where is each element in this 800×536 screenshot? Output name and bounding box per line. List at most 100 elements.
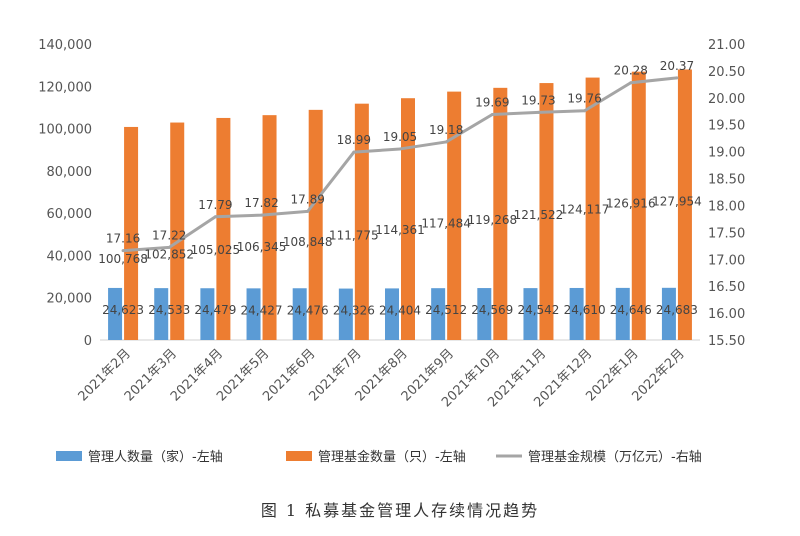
bar-managers <box>292 288 307 340</box>
label-managers: 24,610 <box>564 303 606 317</box>
label-managers: 24,533 <box>148 303 190 317</box>
bar-funds <box>216 117 231 340</box>
figure-caption: 图 1 私募基金管理人存续情况趋势 <box>261 501 539 520</box>
left-axis: 0 20,000 40,000 60,000 80,000 100,000 120,000 1… <box>38 38 92 349</box>
right-tick-label: 16.00 <box>708 307 745 322</box>
left-tick-label: 80,000 <box>47 165 93 180</box>
bar-managers <box>200 288 215 340</box>
left-tick-label: 0 <box>84 334 92 349</box>
left-tick-label: 140,000 <box>38 38 92 53</box>
label-funds: 100,768 <box>98 252 148 266</box>
legend-swatch <box>56 451 82 461</box>
bar-funds <box>170 122 185 340</box>
left-tick-label: 20,000 <box>47 292 93 307</box>
bar-managers <box>569 287 584 340</box>
bar-managers <box>385 288 399 340</box>
legend-label: 管理基金规模（万亿元）-右轴 <box>528 449 702 465</box>
right-tick-label: 20.50 <box>708 65 745 80</box>
label-funds: 119,268 <box>467 213 517 227</box>
label-scale: 17.16 <box>106 232 140 246</box>
right-tick-label: 18.00 <box>708 199 745 214</box>
legend-swatch <box>286 451 312 461</box>
right-tick-label: 20.00 <box>708 92 745 107</box>
legend-label: 管理人数量（家）-左轴 <box>88 449 223 465</box>
bar-funds <box>631 71 646 340</box>
bar-funds <box>539 83 554 340</box>
scale-line <box>121 76 679 253</box>
label-funds: 126,916 <box>606 197 656 211</box>
x-axis: 2021年2月2021年3月2021年4月2021年5月2021年6月2021年… <box>76 339 700 410</box>
label-scale: 19.05 <box>383 130 417 144</box>
label-funds: 117,484 <box>421 217 471 231</box>
left-tick-label: 100,000 <box>38 123 92 138</box>
bar-funds <box>354 103 369 340</box>
label-scale: 19.69 <box>475 96 509 110</box>
scale-point <box>167 245 171 249</box>
data-labels: 24,623 100,768 17.16 24,533 102,852 17.22 24,4… <box>98 59 701 318</box>
bar-funds <box>447 91 462 340</box>
scale-point <box>121 249 125 253</box>
label-scale: 20.37 <box>660 59 694 73</box>
label-managers: 24,479 <box>194 303 236 317</box>
label-scale: 19.73 <box>521 93 555 107</box>
label-funds: 111,775 <box>329 229 379 243</box>
scale-point <box>260 213 264 217</box>
right-tick-label: 17.50 <box>708 226 745 241</box>
label-scale: 17.82 <box>244 196 278 210</box>
label-managers: 24,427 <box>241 303 283 317</box>
label-managers: 24,512 <box>425 303 467 317</box>
scale-point <box>583 109 587 113</box>
label-managers: 24,542 <box>517 303 559 317</box>
label-scale: 19.18 <box>429 123 463 137</box>
right-tick-label: 18.50 <box>708 173 745 188</box>
scale-point <box>398 147 402 151</box>
scale-point <box>306 209 310 213</box>
label-scale: 17.22 <box>152 228 186 242</box>
label-funds: 121,522 <box>514 208 564 222</box>
bar-funds <box>124 126 139 340</box>
label-managers: 24,476 <box>287 303 329 317</box>
bar-managers <box>154 288 169 340</box>
bar-managers <box>523 288 538 340</box>
bar-managers <box>108 287 123 340</box>
bar-managers <box>477 288 492 340</box>
right-axis: 15.50 16.00 16.50 17.00 17.50 18.00 18.50 19.00… <box>708 38 745 349</box>
bar-funds <box>401 98 415 341</box>
label-funds: 108,848 <box>283 235 333 249</box>
legend: 管理人数量（家）-左轴 管理基金数量（只）-左轴 管理基金规模（万亿元）-右轴 <box>56 449 702 465</box>
label-managers: 24,569 <box>471 303 513 317</box>
label-funds: 105,025 <box>191 243 241 257</box>
bar-funds <box>493 87 508 340</box>
bar-funds <box>262 115 277 341</box>
right-tick-label: 21.00 <box>708 38 745 53</box>
label-scale: 20.28 <box>614 64 648 78</box>
scale-point <box>629 81 633 85</box>
right-tick-label: 17.00 <box>708 253 745 268</box>
label-managers: 24,683 <box>656 303 698 317</box>
label-managers: 24,326 <box>333 304 375 318</box>
bar-managers <box>615 287 630 340</box>
bars <box>108 69 692 341</box>
label-scale: 17.79 <box>198 198 232 212</box>
right-tick-label: 19.00 <box>708 146 745 161</box>
scale-point <box>536 110 540 114</box>
right-tick-label: 19.50 <box>708 119 745 134</box>
bar-managers <box>431 288 446 340</box>
bar-funds <box>308 109 323 340</box>
scale-point <box>675 76 679 80</box>
left-tick-label: 120,000 <box>38 80 92 95</box>
bar-managers <box>246 288 261 340</box>
label-funds: 102,852 <box>144 248 194 262</box>
left-tick-label: 40,000 <box>47 249 93 264</box>
scale-point <box>490 113 494 117</box>
label-scale: 18.99 <box>337 133 371 147</box>
bar-funds <box>585 77 600 340</box>
legend-label: 管理基金数量（只）-左轴 <box>318 449 466 465</box>
bar-funds <box>677 69 692 340</box>
label-managers: 24,623 <box>102 303 144 317</box>
label-scale: 17.89 <box>291 192 325 206</box>
bar-managers <box>338 288 353 340</box>
scale-point <box>213 215 217 219</box>
label-funds: 114,361 <box>375 223 425 237</box>
